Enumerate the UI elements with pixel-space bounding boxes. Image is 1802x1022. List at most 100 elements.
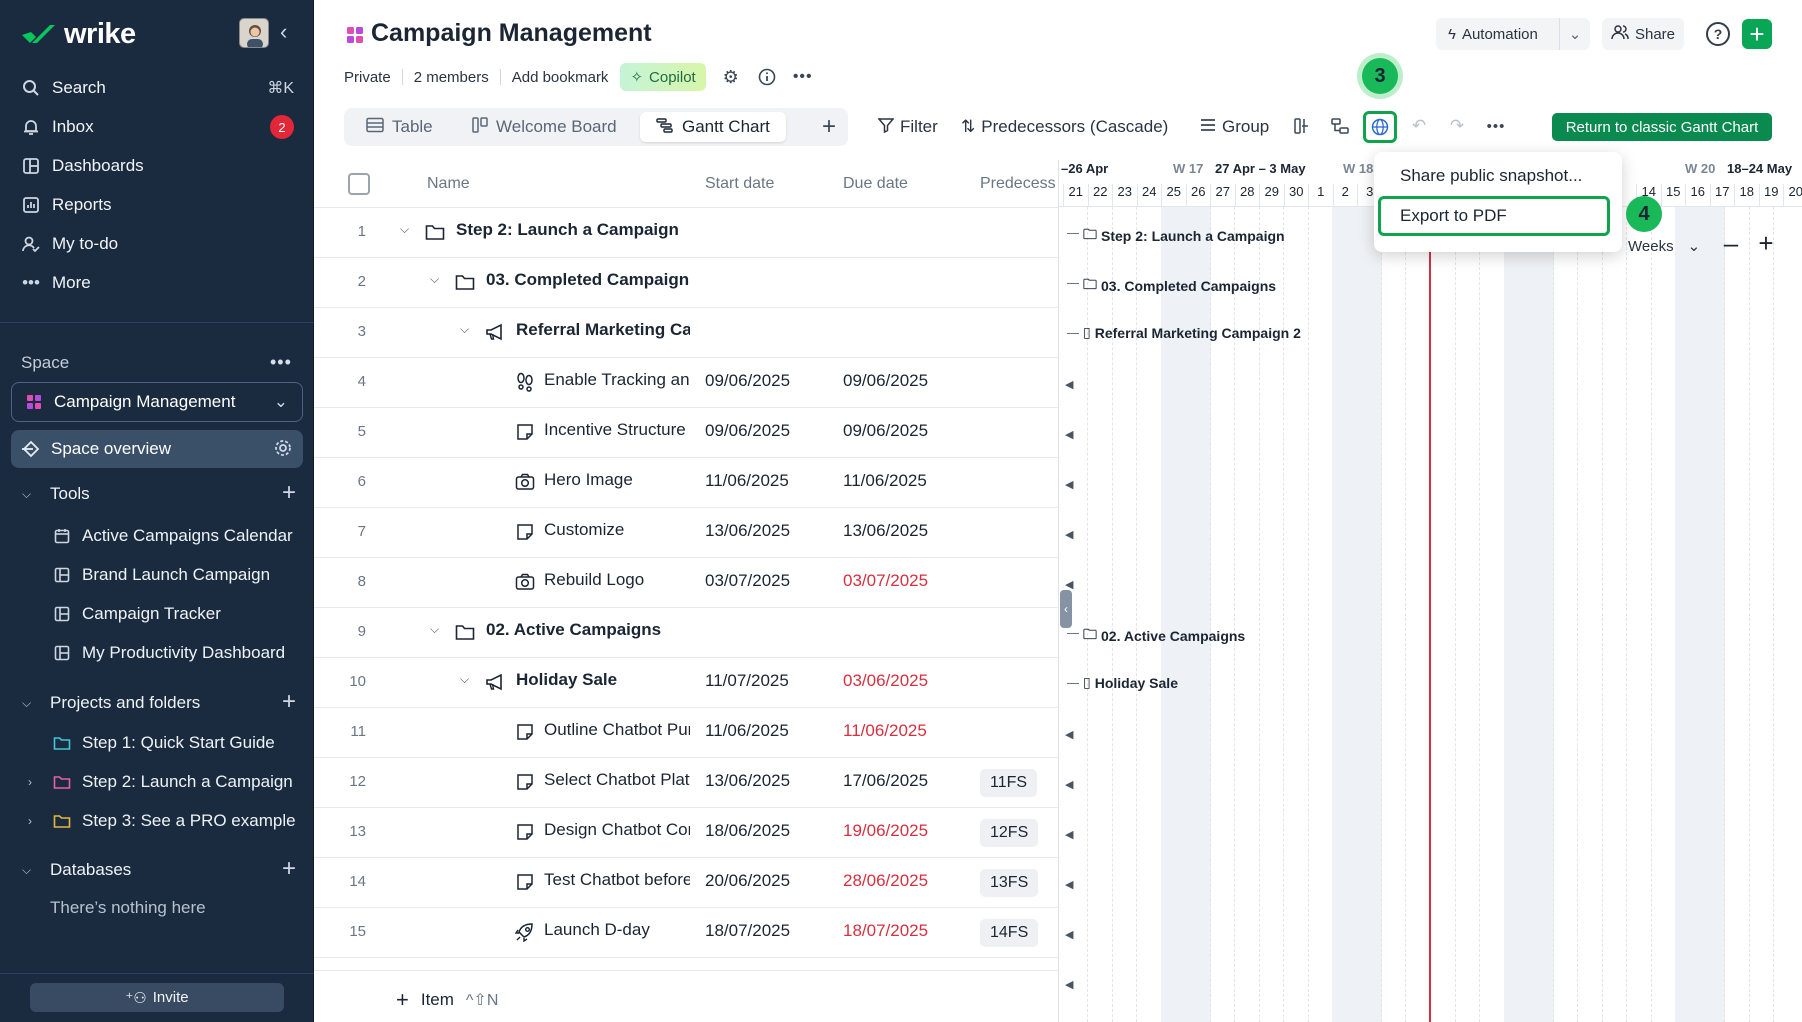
- predecessor-chip[interactable]: 11FS: [980, 769, 1038, 797]
- filter-button[interactable]: Filter: [877, 114, 938, 140]
- task-name[interactable]: Holiday Sale: [516, 670, 618, 689]
- scroll-left-arrow-icon[interactable]: ◀: [1065, 879, 1074, 891]
- add-tool-icon[interactable]: +: [281, 479, 296, 506]
- table-row[interactable]: 10 ⌵ Holiday Sale 11/07/2025 03/06/2025: [314, 658, 1058, 708]
- due-date[interactable]: 28/06/2025: [843, 871, 929, 890]
- gantt-row-label[interactable]: 🗀 Step 2: Launch a Campaign: [1083, 224, 1285, 248]
- projects-section-header[interactable]: ⌵ Projects and folders +: [22, 688, 300, 716]
- predecessor-chip[interactable]: 13FS: [980, 869, 1039, 897]
- gantt-row-label[interactable]: 🗀 02. Active Campaigns: [1083, 624, 1245, 648]
- start-date[interactable]: 13/06/2025: [705, 771, 791, 790]
- start-date[interactable]: 03/07/2025: [705, 571, 791, 590]
- due-date[interactable]: 09/06/2025: [843, 421, 929, 440]
- column-header-start-date[interactable]: Start date: [705, 175, 775, 192]
- chevron-right-icon[interactable]: ›: [28, 814, 32, 828]
- scroll-left-arrow-icon[interactable]: ◀: [1065, 929, 1074, 941]
- nav-reports[interactable]: Reports: [20, 190, 300, 220]
- zoom-out-button[interactable]: –: [1723, 227, 1739, 258]
- gantt-timeline[interactable]: –26 Apr W 17 27 Apr – 3 May W 18 W 20 18…: [1058, 160, 1802, 1022]
- select-all-checkbox[interactable]: [348, 173, 370, 195]
- task-name[interactable]: Launch D-day: [544, 920, 650, 939]
- due-date[interactable]: 17/06/2025: [843, 771, 929, 790]
- tab-welcome-board[interactable]: Welcome Board: [456, 112, 633, 142]
- pane-splitter-handle[interactable]: ‹: [1060, 590, 1072, 628]
- project-item[interactable]: Step 1: Quick Start Guide: [22, 729, 304, 757]
- add-item-button[interactable]: + Item ^⇧N: [396, 987, 498, 1013]
- start-date[interactable]: 18/07/2025: [705, 921, 791, 940]
- due-date[interactable]: 19/06/2025: [843, 821, 929, 840]
- nav-inbox[interactable]: Inbox 2: [20, 112, 300, 142]
- due-date[interactable]: 03/06/2025: [843, 671, 929, 690]
- task-name[interactable]: Step 2: Launch a Campaign: [456, 220, 679, 239]
- due-date[interactable]: 13/06/2025: [843, 521, 929, 540]
- table-row[interactable]: 14 Test Chatbot before Launch 20/06/2025…: [314, 858, 1058, 908]
- add-project-icon[interactable]: +: [281, 688, 296, 715]
- task-name[interactable]: Incentive Structure: [544, 420, 686, 439]
- space-overview-item[interactable]: Space overview: [11, 430, 303, 468]
- start-date[interactable]: 09/06/2025: [705, 421, 791, 440]
- table-row[interactable]: 7 Customize 13/06/2025 13/06/2025: [314, 508, 1058, 558]
- column-header-predecessors[interactable]: Predecess: [980, 175, 1056, 192]
- gantt-row-label[interactable]: 🗀 03. Completed Campaigns: [1083, 274, 1276, 298]
- task-name[interactable]: 03. Completed Campaigns: [486, 270, 690, 289]
- table-row[interactable]: 12 Select Chatbot Platform 13/06/2025 17…: [314, 758, 1058, 808]
- hierarchy-icon[interactable]: [1327, 113, 1353, 139]
- share-button[interactable]: Share: [1602, 18, 1684, 50]
- scroll-left-arrow-icon[interactable]: ◀: [1065, 779, 1074, 791]
- task-name[interactable]: Design Chatbot Conversation: [544, 820, 690, 839]
- due-date[interactable]: 11/06/2025: [843, 721, 927, 740]
- task-name[interactable]: Customize: [544, 520, 625, 539]
- chevron-down-icon[interactable]: ⌄: [1568, 26, 1582, 43]
- create-new-button[interactable]: +: [1742, 19, 1772, 49]
- tool-item[interactable]: Campaign Tracker: [22, 600, 304, 628]
- databases-section-header[interactable]: ⌵ Databases +: [22, 855, 300, 883]
- tools-section-header[interactable]: ⌵ Tools +: [22, 479, 300, 507]
- task-name[interactable]: Hero Image: [544, 470, 633, 489]
- table-row[interactable]: 8 Rebuild Logo 03/07/2025 03/07/2025: [314, 558, 1058, 608]
- add-view-button[interactable]: +: [810, 108, 848, 146]
- gantt-row-label[interactable]: ▯ Referral Marketing Campaign 2: [1083, 324, 1301, 341]
- table-row[interactable]: 2 ⌵ 03. Completed Campaigns: [314, 258, 1058, 308]
- table-row[interactable]: 15 Launch D-day 18/07/2025 18/07/2025 14…: [314, 908, 1058, 958]
- scroll-left-arrow-icon[interactable]: ◀: [1065, 429, 1074, 441]
- automation-button[interactable]: ϟ Automation ⌄: [1436, 18, 1590, 50]
- share-snapshot-globe-button[interactable]: [1363, 111, 1397, 143]
- task-name[interactable]: Outline Chatbot Purpose: [544, 720, 690, 739]
- due-date[interactable]: 11/06/2025: [843, 471, 927, 490]
- predecessor-chip[interactable]: 12FS: [980, 819, 1039, 847]
- table-row[interactable]: 3 ⌵ Referral Marketing Campaign 2: [314, 308, 1058, 358]
- scroll-left-arrow-icon[interactable]: ◀: [1065, 529, 1074, 541]
- settings-gear-icon[interactable]: ⚙: [722, 66, 739, 87]
- invite-button[interactable]: ⁺⚇ Invite: [30, 983, 284, 1012]
- due-date[interactable]: 03/07/2025: [843, 571, 929, 590]
- nav-my-todo[interactable]: My to-do: [20, 229, 300, 259]
- scroll-left-arrow-icon[interactable]: ◀: [1065, 379, 1074, 391]
- task-name[interactable]: 02. Active Campaigns: [486, 620, 662, 639]
- chevron-down-icon[interactable]: ⌵: [400, 222, 410, 236]
- scroll-left-arrow-icon[interactable]: ◀: [1065, 979, 1074, 991]
- table-row[interactable]: 11 Outline Chatbot Purpose 11/06/2025 11…: [314, 708, 1058, 758]
- export-to-pdf-item[interactable]: Export to PDF: [1378, 196, 1610, 236]
- members-link[interactable]: 2 members: [413, 68, 489, 86]
- tab-gantt-chart[interactable]: Gantt Chart: [640, 112, 786, 142]
- task-name[interactable]: Referral Marketing Campaign 2: [516, 320, 690, 339]
- project-item[interactable]: › Step 2: Launch a Campaign: [22, 768, 304, 796]
- space-options-icon[interactable]: •••: [270, 352, 292, 372]
- task-name[interactable]: Select Chatbot Platform: [544, 770, 690, 789]
- start-date[interactable]: 13/06/2025: [705, 521, 791, 540]
- scroll-left-arrow-icon[interactable]: ◀: [1065, 579, 1074, 591]
- task-name[interactable]: Enable Tracking and Analytics: [544, 370, 690, 389]
- due-date[interactable]: 18/07/2025: [843, 921, 929, 940]
- info-icon[interactable]: [756, 66, 778, 88]
- copilot-button[interactable]: ✧ Copilot: [620, 63, 706, 91]
- columns-icon[interactable]: [1288, 113, 1314, 139]
- predecessor-chip[interactable]: 14FS: [980, 919, 1039, 947]
- project-item[interactable]: › Step 3: See a PRO example: [22, 807, 304, 835]
- start-date[interactable]: 18/06/2025: [705, 821, 791, 840]
- privacy-link[interactable]: Private: [344, 68, 391, 86]
- nav-more[interactable]: ••• More: [20, 268, 300, 298]
- table-row[interactable]: 4 Enable Tracking and Analytics 09/06/20…: [314, 358, 1058, 408]
- scroll-left-arrow-icon[interactable]: ◀: [1065, 829, 1074, 841]
- task-name[interactable]: Test Chatbot before Launch: [544, 870, 690, 889]
- zoom-in-button[interactable]: +: [1758, 227, 1774, 258]
